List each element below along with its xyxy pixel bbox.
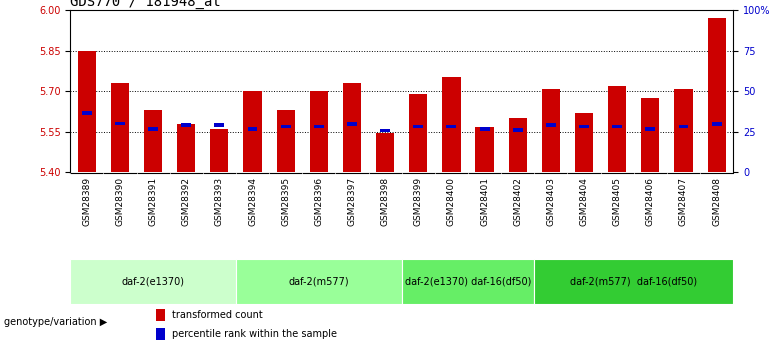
Text: daf-2(e1370): daf-2(e1370) [122,276,185,286]
Bar [181,123,191,127]
Text: GSM28392: GSM28392 [182,177,191,226]
Text: percentile rank within the sample: percentile rank within the sample [172,329,337,339]
Text: GDS770 / 181948_at: GDS770 / 181948_at [70,0,221,9]
Text: daf-2(m577)  daf-16(df50): daf-2(m577) daf-16(df50) [570,276,697,286]
Bar [111,83,129,172]
Bar [402,259,534,304]
Bar [82,111,92,115]
Text: GSM28396: GSM28396 [314,177,324,226]
Bar [509,118,526,172]
Bar [177,124,195,172]
Bar [115,121,125,125]
Bar [512,128,523,131]
Text: GSM28391: GSM28391 [148,177,158,226]
Bar [281,125,291,128]
Bar [148,127,158,130]
Bar [211,129,229,172]
Text: GSM28406: GSM28406 [646,177,655,226]
Bar [347,122,357,126]
Bar [579,125,589,128]
Bar [70,259,236,304]
Bar [314,125,324,128]
Bar [442,77,460,172]
Bar [542,89,560,172]
Text: daf-2(e1370) daf-16(df50): daf-2(e1370) daf-16(df50) [405,276,531,286]
Bar [707,18,725,172]
Text: GSM28405: GSM28405 [612,177,622,226]
Bar [410,94,427,172]
Text: GSM28401: GSM28401 [480,177,489,226]
Bar [641,98,659,172]
Bar [446,125,456,128]
Bar [575,113,593,172]
Bar [243,91,261,172]
Bar [277,110,295,172]
Text: GSM28399: GSM28399 [413,177,423,226]
Text: transformed count: transformed count [172,310,262,320]
Text: GSM28404: GSM28404 [580,177,589,226]
Bar [376,133,394,172]
Bar [675,89,693,172]
Bar [380,129,390,132]
Text: GSM28400: GSM28400 [447,177,456,226]
Text: GSM28397: GSM28397 [347,177,356,226]
Bar [608,86,626,172]
Bar [476,127,494,172]
Text: genotype/variation ▶: genotype/variation ▶ [4,317,107,327]
Bar [645,127,655,130]
Text: GSM28403: GSM28403 [546,177,555,226]
Text: GSM28390: GSM28390 [115,177,125,226]
Bar [480,127,490,130]
Bar [711,122,722,126]
Bar [310,91,328,172]
Text: GSM28393: GSM28393 [215,177,224,226]
Text: GSM28394: GSM28394 [248,177,257,226]
Text: GSM28395: GSM28395 [281,177,290,226]
Bar [546,123,556,127]
Bar [156,328,165,340]
Bar [156,309,165,322]
Text: daf-2(m577): daf-2(m577) [289,276,349,286]
Text: GSM28402: GSM28402 [513,177,523,226]
Bar [144,110,162,172]
Text: GSM28398: GSM28398 [381,177,390,226]
Bar [215,123,225,127]
Bar [413,125,424,128]
Bar [534,259,733,304]
Text: GSM28407: GSM28407 [679,177,688,226]
Text: GSM28389: GSM28389 [82,177,91,226]
Text: GSM28408: GSM28408 [712,177,722,226]
Bar [236,259,402,304]
Bar [679,125,689,128]
Bar [343,83,361,172]
Bar [78,51,96,172]
Bar [612,125,622,128]
Bar [247,127,257,130]
